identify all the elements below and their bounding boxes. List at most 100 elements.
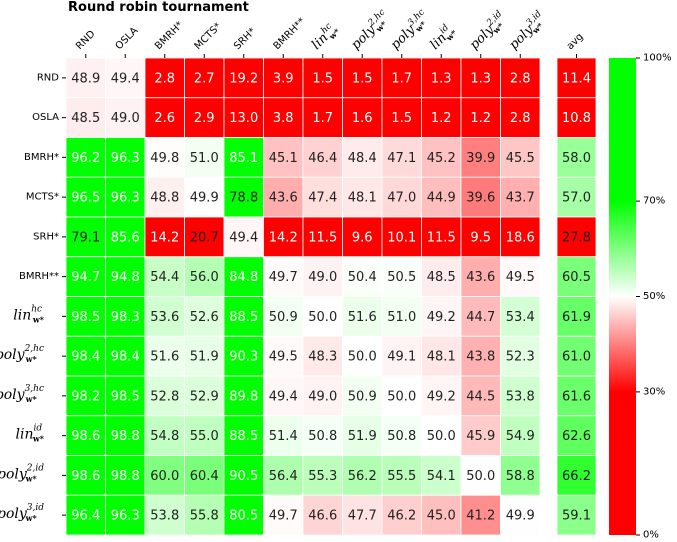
heatmap-cell [302,296,343,337]
avg-value: 59.1 [562,509,591,524]
column-label: BMRH* [153,20,186,53]
heatmap-cell [302,216,343,258]
cell-value: 85.6 [111,230,140,245]
heatmap-cell [302,335,343,377]
avg-cell [556,296,597,337]
heatmap-cell [223,335,264,377]
cell-value: 19.2 [229,71,258,86]
cell-value: 50.9 [269,310,298,325]
cell-value: 55.3 [308,469,337,484]
cell-value: 60.0 [150,469,179,484]
cell-value: 3.9 [273,71,294,86]
cell-value: 45.1 [269,151,298,166]
heatmap-cell [223,494,264,536]
heatmap-cell [263,296,304,337]
cell-value: 98.5 [111,389,140,404]
column-label: RND [74,28,98,52]
cell-value: 53.8 [506,389,535,404]
column-label: poly3,hcw* [387,8,434,55]
heatmap-cell [460,415,501,456]
cell-value: 96.3 [111,191,140,206]
row-label: BMRH** [19,271,59,282]
heatmap-cell [184,296,225,337]
cell-value: 58.8 [506,469,535,484]
cell-value: 98.4 [111,350,140,365]
heatmap-cell [381,296,422,337]
heatmap-cell [500,415,541,456]
cell-value: 56.2 [348,469,377,484]
heatmap-cell [105,375,146,417]
cell-value: 53.6 [150,310,179,325]
column-label: linhcw* [308,19,343,54]
cell-value: 49.0 [111,111,140,126]
avg-cell [556,176,597,218]
row-label: BMRH* [24,152,59,163]
avg-value: 61.0 [562,350,591,365]
heatmap-cell [421,176,462,218]
avg-value: 57.0 [562,191,591,206]
heatmap-cell [421,256,462,297]
heatmap-cell [184,415,225,456]
heatmap-cell [263,176,304,218]
heatmap-cell [65,216,106,258]
avg-column: 11.4 10.8 58.0 57.0 27.8 60.5 61.9 61.0 61.6 62.6… [556,57,597,536]
heatmap-cell [302,455,343,496]
heatmap-cell [381,97,422,138]
cell-value: 50.5 [387,270,416,285]
heatmap-cell [184,176,225,218]
colorbar [609,58,636,535]
row-label: poly2,idw* [0,463,44,483]
cell-value: 48.8 [150,191,179,206]
cell-value: 49.7 [269,509,298,524]
avg-cell [556,455,597,496]
cell-value: 98.4 [71,350,100,365]
cell-value: 89.8 [229,389,258,404]
cell-value: 56.4 [269,469,298,484]
heatmap-cell [263,375,304,417]
cell-value: 48.1 [348,191,377,206]
heatmap-cell [460,97,501,138]
cell-value: 50.8 [308,429,337,444]
cell-value: 10.1 [387,230,416,245]
heatmap-cell [381,176,422,218]
cell-value: 90.5 [229,469,258,484]
column-labels: RND OSLA BMRH* MCTS* SRH* BMRH** linhcw* poly2,… [74,8,586,58]
heatmap-cell [302,97,343,138]
heatmap-cell [381,256,422,297]
cell-value: 41.2 [466,509,495,524]
cell-value: 1.7 [391,71,412,86]
avg-value: 58.0 [562,151,591,166]
heatmap-cell [144,375,185,417]
heatmap-cell [144,455,185,496]
chart-title: Round robin tournament [68,0,249,15]
cell-value: 50.9 [348,389,377,404]
cell-value: 51.9 [190,350,219,365]
cell-value: 85.1 [229,151,258,166]
heatmap-cell [223,415,264,456]
cell-value: 2.8 [510,111,531,126]
cell-value: 49.0 [308,389,337,404]
cell-value: 50.0 [387,389,416,404]
cell-value: 13.0 [229,111,258,126]
heatmap-cell [144,335,185,377]
cell-value: 79.1 [71,230,100,245]
heatmap-cell [105,494,146,536]
cell-value: 45.2 [427,151,456,166]
row-label: poly2,hcw* [0,344,44,364]
cell-value: 51.6 [150,350,179,365]
cell-value: 48.5 [427,270,456,285]
heatmap-cell [500,335,541,377]
avg-cell [556,335,597,377]
heatmap-cell [184,455,225,496]
heatmap-cell [302,375,343,417]
heatmap-cell [500,375,541,417]
cell-value: 96.4 [71,509,100,524]
avg-cell [556,97,597,138]
row-label: poly3,hcw* [0,384,44,404]
heatmap-cell [500,57,541,99]
row-labels: RND OSLA BMRH* MCTS* SRH* BMRH** linhcw* poly2,… [0,72,66,523]
column-label: MCTS* [193,21,224,52]
cell-value: 48.3 [308,350,337,365]
heatmap-cell [105,296,146,337]
cell-value: 44.5 [466,389,495,404]
